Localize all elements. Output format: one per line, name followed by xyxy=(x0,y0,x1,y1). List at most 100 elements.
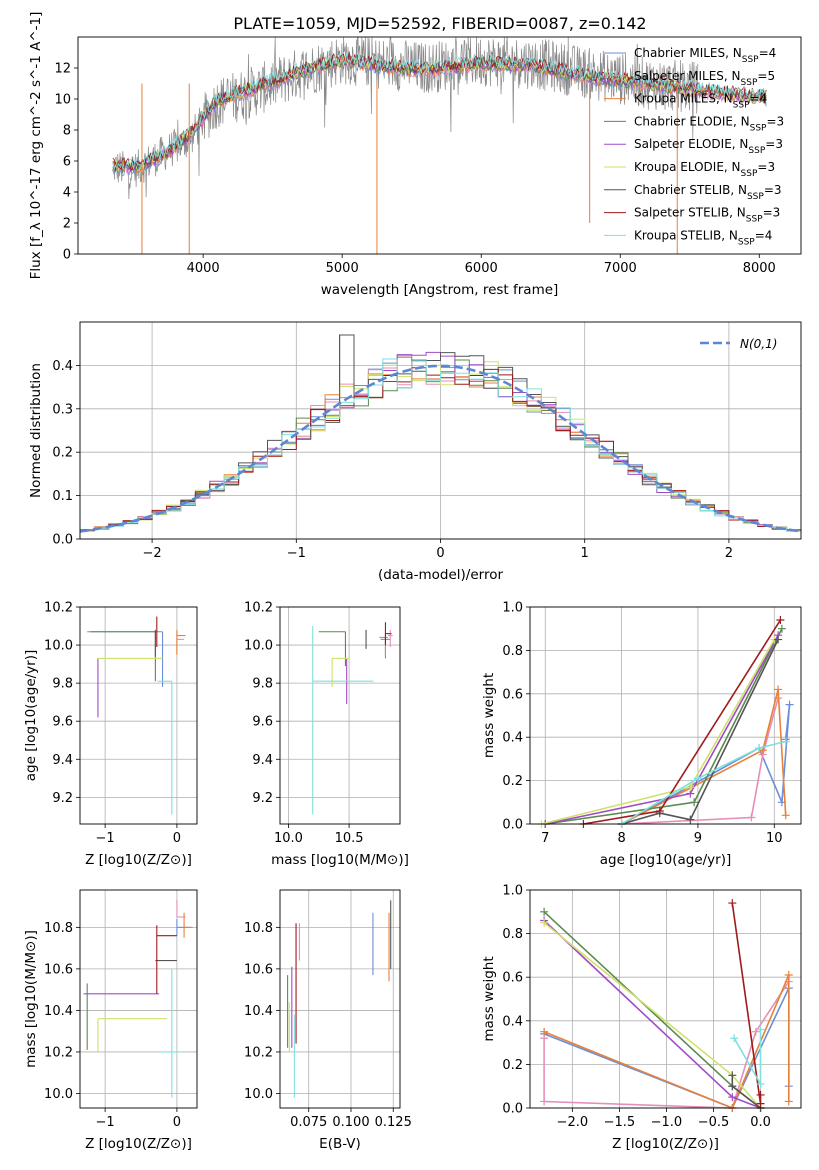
x-tick-label: 7000 xyxy=(604,261,637,276)
x-tick-label: 1 xyxy=(581,546,589,561)
y-tick-label: 0.2 xyxy=(502,774,523,789)
y-tick-label: 0.4 xyxy=(502,1014,523,1029)
y-tick-label: 9.6 xyxy=(252,715,273,730)
marker xyxy=(784,1097,793,1106)
x-tick-label: 0 xyxy=(173,1115,181,1130)
marker xyxy=(756,1090,765,1099)
spectrum-panel: 4000 5000 6000 7000 8000 0 2 4 6 8 10 12 wavelength … xyxy=(28,12,802,298)
marker xyxy=(728,1082,737,1091)
x-tick-label: 0 xyxy=(436,546,444,561)
x-tick-label: 0.0 xyxy=(750,1115,771,1130)
y-tick-label: 9.4 xyxy=(52,753,73,768)
y-tick-label: 0.0 xyxy=(52,533,73,548)
mass-vs-metallicity-panel: −1 0 10.0 10.2 10.4 10.6 10.8 Z [log10(Z/Z⊙)] ma… xyxy=(23,889,198,1152)
age-vs-mass-panel: 10.0 10.5 9.2 9.4 9.6 9.8 10.0 10.2 mass [log10(… xyxy=(244,601,409,869)
y-tick-label: 10.6 xyxy=(44,962,73,977)
mass-weight-series xyxy=(621,740,786,825)
y-tick-label: 0.6 xyxy=(502,971,523,986)
y-tick-label: 1.0 xyxy=(502,884,523,899)
marker xyxy=(774,635,783,644)
y-tick-label: 10.4 xyxy=(244,1004,273,1019)
axes-frame xyxy=(77,36,802,255)
x-tick-label: −1 xyxy=(96,831,115,846)
x-tick-label: 10 xyxy=(766,831,783,846)
x-tick-label: 5000 xyxy=(326,261,359,276)
legend-label: Kroupa STELIB, NSSP=4 xyxy=(634,228,772,247)
mass-weight-series xyxy=(621,704,791,825)
marker xyxy=(756,1025,765,1034)
marker xyxy=(686,815,695,824)
y-tick-label: 10.2 xyxy=(44,1045,73,1060)
y-tick-label: 10 xyxy=(54,93,71,108)
y-tick-label: 10.2 xyxy=(44,601,73,616)
y-tick-label: 10.8 xyxy=(44,921,73,936)
y-tick-label: 10.0 xyxy=(44,639,73,654)
x-tick-label: −1.5 xyxy=(604,1115,636,1130)
marker xyxy=(776,616,785,625)
residual-histogram xyxy=(80,358,801,532)
marker xyxy=(756,1080,765,1089)
x-axis-label: Z [log10(Z/Z⊙)] xyxy=(85,852,192,868)
x-tick-label: 0.075 xyxy=(290,1115,327,1130)
marker xyxy=(751,1027,760,1036)
y-tick-label: 9.4 xyxy=(252,753,273,768)
axes-frame xyxy=(529,889,802,1109)
y-axis-label: mass weight xyxy=(481,956,497,1041)
legend-label: Salpeter STELIB, NSSP=3 xyxy=(634,206,780,225)
y-tick-label: 10.0 xyxy=(244,1087,273,1102)
figure-title: PLATE=1059, MJD=52592, FIBERID=0087, z=0… xyxy=(233,14,646,33)
legend-label: Chabrier MILES, NSSP=4 xyxy=(634,46,776,65)
y-tick-label: 4 xyxy=(63,186,71,201)
residual-histogram-panel: −2 −1 0 1 2 0.0 0.1 0.2 0.3 0.4 (data-model)/error… xyxy=(28,321,802,583)
y-tick-label: 0.2 xyxy=(502,1058,523,1073)
mass-weight-vs-age-panel: 7 8 9 10 0.0 0.2 0.4 0.6 0.8 1.0 age [log10(age/yr… xyxy=(481,601,802,868)
y-tick-label: 10.2 xyxy=(244,1045,273,1060)
y-tick-label: 1.0 xyxy=(502,601,523,616)
y-tick-label: 0.0 xyxy=(502,818,523,833)
y-tick-label: 10.2 xyxy=(244,601,273,616)
marker xyxy=(540,1097,549,1106)
marker xyxy=(540,907,549,916)
y-tick-label: 9.2 xyxy=(252,791,273,806)
axes-frame xyxy=(529,606,802,825)
x-tick-label: −1 xyxy=(96,1115,115,1130)
x-axis-label: mass [log10(M/M⊙)] xyxy=(271,852,409,868)
y-tick-label: 9.8 xyxy=(52,677,73,692)
x-tick-label: 2 xyxy=(725,546,733,561)
marker xyxy=(728,899,737,908)
marker xyxy=(755,744,764,753)
y-axis-label: mass [log10(M/M⊙)] xyxy=(23,930,39,1068)
y-axis-label: Normed distribution xyxy=(28,363,44,498)
y-tick-label: 0.4 xyxy=(52,359,73,374)
y-tick-label: 0.0 xyxy=(502,1102,523,1117)
marker xyxy=(540,1027,549,1036)
x-tick-label: 0.125 xyxy=(375,1115,412,1130)
model-spectrum xyxy=(112,52,767,172)
x-tick-label: 6000 xyxy=(465,261,498,276)
axes-frame xyxy=(279,606,401,825)
normal-curve xyxy=(79,364,802,533)
y-tick-label: 2 xyxy=(63,217,71,232)
x-tick-label: 0.100 xyxy=(332,1115,369,1130)
axes-frame xyxy=(79,889,198,1109)
marker xyxy=(693,774,702,783)
y-tick-label: 0 xyxy=(63,248,71,263)
model-spectrum xyxy=(112,52,767,171)
marker xyxy=(655,806,664,815)
mass-vs-ebv-panel: 0.075 0.100 0.125 10.0 10.2 10.4 10.6 10.8 E(B-V… xyxy=(244,889,412,1152)
y-tick-label: 12 xyxy=(54,62,71,77)
marker xyxy=(690,798,699,807)
x-tick-label: 0 xyxy=(173,831,181,846)
age-vs-metallicity-panel: −1 0 9.2 9.4 9.6 9.8 10.0 10.2 Z [log10(Z/Z⊙)] ag… xyxy=(23,601,198,868)
x-axis-label: wavelength [Angstrom, rest frame] xyxy=(321,282,559,298)
y-tick-label: 10.0 xyxy=(244,639,273,654)
marker xyxy=(785,700,794,709)
legend-label: Salpeter ELODIE, NSSP=3 xyxy=(634,137,783,156)
marker xyxy=(728,1093,737,1102)
y-tick-label: 0.8 xyxy=(502,927,523,942)
x-axis-label: (data-model)/error xyxy=(378,567,504,583)
marker xyxy=(747,813,756,822)
axes-frame xyxy=(79,321,802,540)
y-tick-label: 0.3 xyxy=(52,402,73,417)
x-tick-label: 8 xyxy=(617,831,625,846)
